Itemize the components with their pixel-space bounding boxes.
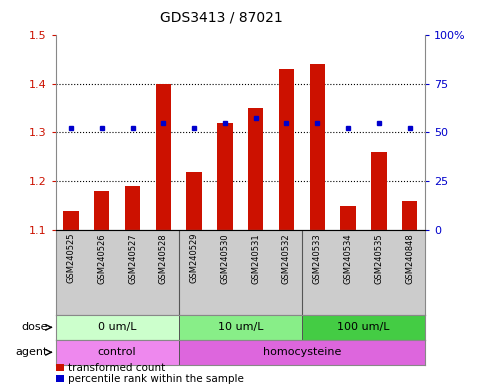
Text: GSM240525: GSM240525 [67, 233, 75, 283]
Text: transformed count: transformed count [68, 363, 165, 373]
Bar [56, 340, 179, 365]
Bar [186, 172, 202, 230]
Bar [63, 211, 79, 230]
Bar [94, 191, 110, 230]
Bar [56, 315, 179, 340]
Text: GSM240530: GSM240530 [220, 233, 229, 283]
Bar [248, 108, 263, 230]
Bar [179, 315, 302, 340]
Text: GSM240535: GSM240535 [374, 233, 384, 283]
Bar [156, 84, 171, 230]
Text: agent: agent [16, 347, 48, 358]
Text: GDS3413 / 87021: GDS3413 / 87021 [159, 11, 283, 25]
Bar [125, 186, 140, 230]
Bar [371, 152, 386, 230]
Text: GSM240528: GSM240528 [159, 233, 168, 283]
Text: GSM240529: GSM240529 [190, 233, 199, 283]
Text: dose: dose [22, 322, 48, 333]
Bar [179, 340, 425, 365]
Text: GSM240526: GSM240526 [97, 233, 106, 283]
Text: GSM240532: GSM240532 [282, 233, 291, 283]
Text: homocysteine: homocysteine [263, 347, 341, 358]
Bar [310, 64, 325, 230]
Text: 0 um/L: 0 um/L [98, 322, 136, 333]
Bar [302, 315, 425, 340]
Text: 100 um/L: 100 um/L [337, 322, 390, 333]
Bar [341, 206, 356, 230]
Bar [217, 123, 233, 230]
Text: 10 um/L: 10 um/L [217, 322, 263, 333]
Text: GSM240527: GSM240527 [128, 233, 137, 283]
Bar [279, 69, 294, 230]
Text: GSM240848: GSM240848 [405, 233, 414, 284]
Text: GSM240531: GSM240531 [251, 233, 260, 283]
Text: GSM240534: GSM240534 [343, 233, 353, 283]
Text: percentile rank within the sample: percentile rank within the sample [68, 374, 243, 384]
Text: control: control [98, 347, 136, 358]
Bar [402, 201, 417, 230]
Text: GSM240533: GSM240533 [313, 233, 322, 284]
